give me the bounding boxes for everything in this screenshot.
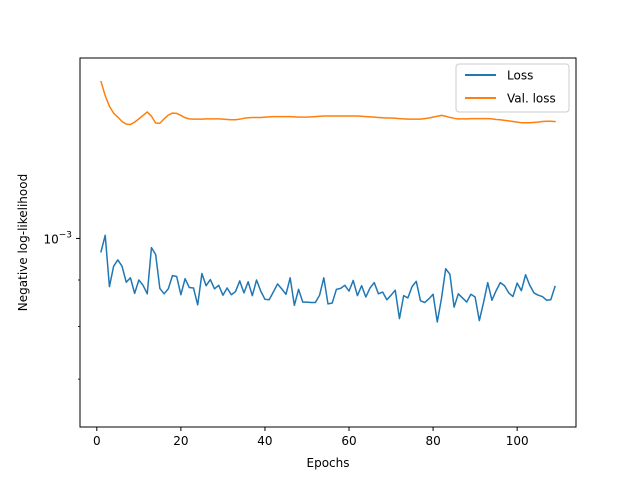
legend-label-loss: Loss <box>507 69 533 83</box>
x-tick-label: 60 <box>341 434 356 448</box>
legend-label-val-loss: Val. loss <box>507 92 556 106</box>
series-layer <box>100 80 556 323</box>
x-axis-title: Epochs <box>307 456 350 470</box>
x-tick-label: 20 <box>173 434 188 448</box>
x-tick-label: 100 <box>506 434 529 448</box>
x-tick-label: 80 <box>425 434 440 448</box>
legend: Loss Val. loss <box>455 63 570 113</box>
x-axis: 0 20 40 60 80 100 <box>93 427 529 448</box>
plot-area <box>80 58 576 427</box>
y-axis-title: Negative log-likelihood <box>16 174 30 311</box>
plot-frame <box>79 57 577 428</box>
series-line-val-loss <box>100 80 556 126</box>
x-tick-label: 0 <box>93 434 101 448</box>
y-tick-label: 10−3 <box>43 230 72 246</box>
y-axis: 10−3 <box>43 230 80 380</box>
x-tick-label: 40 <box>257 434 272 448</box>
series-line-loss <box>100 234 556 323</box>
